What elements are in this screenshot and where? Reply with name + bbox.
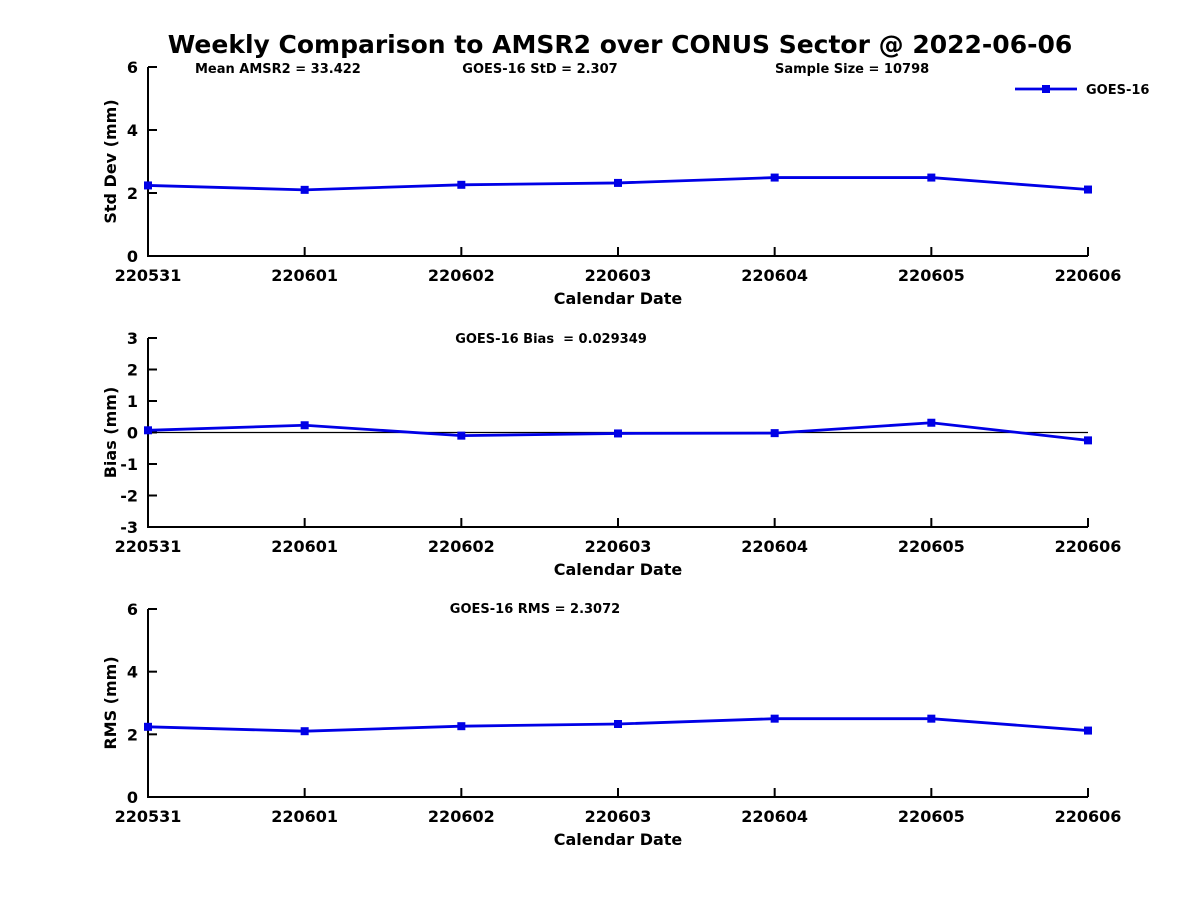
series-marker bbox=[300, 421, 309, 430]
x-tick-label: 220531 bbox=[115, 807, 182, 826]
x-tick-label: 220531 bbox=[115, 266, 182, 285]
x-tick-label: 220605 bbox=[898, 266, 965, 285]
y-tick-label: 2 bbox=[127, 184, 138, 203]
annotation: GOES-16 Bias = 0.029349 bbox=[455, 332, 647, 347]
x-tick-label: 220601 bbox=[271, 537, 338, 556]
series-marker bbox=[614, 178, 622, 187]
series-marker bbox=[457, 722, 466, 731]
y-axis-title: Bias (mm) bbox=[101, 387, 120, 479]
series-marker bbox=[927, 173, 936, 182]
x-tick-label: 220603 bbox=[585, 807, 652, 826]
x-tick-label: 220605 bbox=[898, 807, 965, 826]
x-tick-label: 220602 bbox=[428, 537, 495, 556]
y-tick-label: 0 bbox=[127, 247, 138, 266]
annotation: GOES-16 RMS = 2.3072 bbox=[450, 602, 620, 617]
series-marker bbox=[1084, 185, 1092, 194]
x-tick-label: 220606 bbox=[1055, 266, 1122, 285]
y-tick-label: 3 bbox=[127, 329, 138, 348]
series-marker bbox=[770, 173, 779, 182]
x-tick-label: 220601 bbox=[271, 807, 338, 826]
x-tick-label: 220604 bbox=[741, 807, 808, 826]
x-tick-label: 220603 bbox=[585, 537, 652, 556]
y-tick-label: 2 bbox=[127, 725, 138, 744]
series-marker bbox=[1084, 726, 1092, 735]
series-marker bbox=[770, 714, 779, 723]
annotation: GOES-16 StD = 2.307 bbox=[462, 62, 617, 77]
y-tick-label: 4 bbox=[127, 663, 138, 682]
x-tick-label: 220604 bbox=[741, 537, 808, 556]
y-tick-label: 0 bbox=[127, 424, 138, 443]
y-tick-label: 6 bbox=[127, 600, 138, 619]
annotation: Mean AMSR2 = 33.422 bbox=[195, 62, 361, 77]
y-tick-label: -1 bbox=[120, 455, 138, 474]
series-marker bbox=[144, 722, 152, 731]
y-tick-label: 0 bbox=[127, 788, 138, 807]
x-tick-label: 220601 bbox=[271, 266, 338, 285]
x-axis-title: Calendar Date bbox=[554, 560, 683, 579]
x-tick-label: 220606 bbox=[1055, 537, 1122, 556]
series-marker bbox=[457, 431, 466, 440]
x-tick-label: 220604 bbox=[741, 266, 808, 285]
x-axis-title: Calendar Date bbox=[554, 830, 683, 849]
y-tick-label: -2 bbox=[120, 487, 138, 506]
x-axis-title: Calendar Date bbox=[554, 289, 683, 308]
x-tick-label: 220602 bbox=[428, 266, 495, 285]
y-tick-label: 4 bbox=[127, 121, 138, 140]
y-tick-label: 1 bbox=[127, 392, 138, 411]
y-tick-label: 2 bbox=[127, 361, 138, 380]
y-axis-title: Std Dev (mm) bbox=[101, 99, 120, 223]
series-marker bbox=[144, 426, 152, 435]
x-tick-label: 220606 bbox=[1055, 807, 1122, 826]
series-marker bbox=[927, 418, 936, 427]
legend-marker bbox=[1042, 85, 1050, 93]
series-marker bbox=[300, 727, 309, 736]
y-axis-title: RMS (mm) bbox=[101, 656, 120, 749]
y-tick-label: -3 bbox=[120, 518, 138, 537]
series-marker bbox=[300, 185, 309, 194]
series-marker bbox=[457, 180, 466, 189]
series-marker bbox=[144, 181, 152, 190]
series-marker bbox=[770, 429, 779, 438]
x-tick-label: 220603 bbox=[585, 266, 652, 285]
x-tick-label: 220602 bbox=[428, 807, 495, 826]
series-marker bbox=[614, 719, 622, 728]
legend-label: GOES-16 bbox=[1086, 83, 1149, 98]
x-tick-label: 220605 bbox=[898, 537, 965, 556]
series-marker bbox=[614, 429, 622, 438]
series-marker bbox=[927, 714, 936, 723]
annotation: Sample Size = 10798 bbox=[775, 62, 929, 77]
x-tick-label: 220531 bbox=[115, 537, 182, 556]
y-tick-label: 6 bbox=[127, 58, 138, 77]
series-marker bbox=[1084, 436, 1092, 445]
figure-title: Weekly Comparison to AMSR2 over CONUS Se… bbox=[167, 30, 1073, 59]
